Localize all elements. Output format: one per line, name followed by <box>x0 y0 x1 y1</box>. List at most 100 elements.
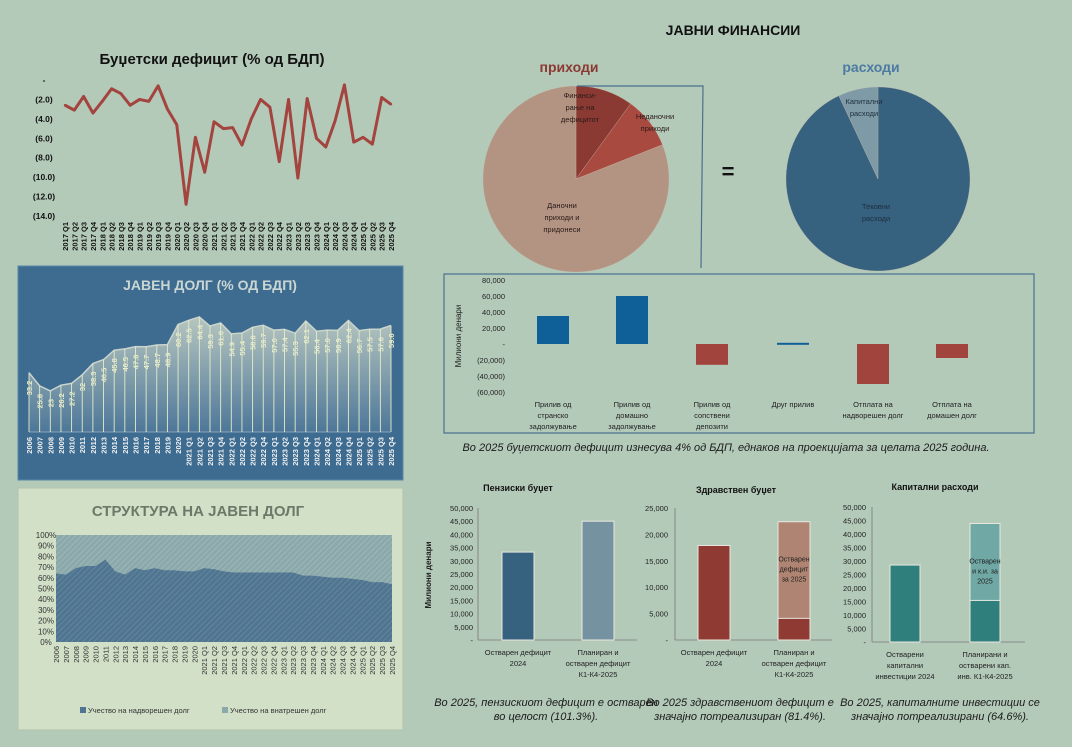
deficit-series-line <box>64 83 392 206</box>
y-tick-label: 45,000 <box>843 517 866 526</box>
y-tick-label: (20,000) <box>477 356 505 365</box>
x-tick-label: 2022 Q4 <box>259 436 268 466</box>
x-tick-label: 2023 Q4 <box>312 221 321 251</box>
realized-bar <box>697 544 731 641</box>
x-tick-label: 2017 <box>142 437 151 454</box>
data-point <box>352 140 355 144</box>
x-tick-label: 2024 Q1 <box>319 646 328 675</box>
data-label: 26.2 <box>57 393 66 408</box>
y-tick-label: - <box>471 636 474 645</box>
x-tick-label: 2023 Q3 <box>291 437 300 466</box>
x-tick-label: 2024 Q3 <box>339 646 348 675</box>
y-tick-label: 25,000 <box>450 570 473 579</box>
chart-title: Здравствен буџет <box>696 485 777 495</box>
data-label: 46.5 <box>121 357 130 372</box>
capital-chart: - 5,000 10,000 15,000 20,000 25,000 30,000 35,0… <box>843 482 1025 681</box>
x-tick-label: 2024 Q3 <box>340 222 349 251</box>
x-category-label: Отплата на <box>853 400 893 409</box>
x-category-label: инвестиции 2024 <box>875 672 934 681</box>
x-tick-label: 2025 Q1 <box>358 646 367 675</box>
y-tick-label: (40,000) <box>477 372 505 381</box>
y-tick-label: (4.0) <box>35 114 53 124</box>
data-point <box>63 104 67 107</box>
y-tick-label: 20% <box>38 617 54 626</box>
pie-slice-label: Финанси- <box>564 91 597 100</box>
y-tick-label: 15,000 <box>843 598 866 607</box>
data-point <box>278 160 281 163</box>
data-label: 57.4 <box>281 337 290 352</box>
data-point <box>259 98 262 101</box>
x-tick-label: 2021 Q2 <box>219 222 228 251</box>
x-tick-label: 2017 Q2 <box>70 222 79 251</box>
x-category-label: инв. К1-К4-2025 <box>957 672 1012 681</box>
data-point <box>222 127 225 130</box>
pie-slice-label: приходи и <box>545 213 580 222</box>
equals-sign: = <box>722 159 735 184</box>
x-category-label: 2024 <box>706 659 723 668</box>
data-point <box>343 83 346 87</box>
pension-caption-line1: Во 2025, пензискиот дефицит е остварен <box>434 697 658 709</box>
health-caption-line1: Во 2025 здравствениот дефицит е <box>646 697 834 709</box>
x-tick-label: 2025 Q3 <box>376 437 385 466</box>
data-label: 59.3 <box>206 334 215 349</box>
y-tick-label: 80,000 <box>482 276 505 285</box>
data-label: 25.8 <box>36 394 45 409</box>
data-label: 23 <box>46 399 55 407</box>
y-tick-label: 35,000 <box>843 544 866 553</box>
y-tick-label: 30,000 <box>450 557 473 566</box>
data-label: 57.5 <box>366 337 375 352</box>
legend-label-internal: Учество на внатрешен долг <box>230 706 327 715</box>
y-tick-label: 50% <box>38 585 54 594</box>
x-tick-label: 2023 Q4 <box>302 436 311 466</box>
x-tick-label: 2025 Q2 <box>368 646 377 675</box>
x-tick-label: 2018 <box>171 646 180 663</box>
x-tick-label: 2025 Q4 <box>387 436 396 466</box>
y-tick-label: 30,000 <box>843 557 866 566</box>
y-tick-label: 10,000 <box>450 610 473 619</box>
y-tick-label: 5,000 <box>454 623 473 632</box>
pie-slice <box>482 85 670 273</box>
data-point <box>305 97 309 100</box>
y-tick-label: 10,000 <box>843 611 866 620</box>
data-point <box>203 171 206 174</box>
pie-slice-label: Капитални <box>845 97 882 106</box>
data-label: 62.5 <box>185 328 194 343</box>
data-label: 56.4 <box>312 338 321 353</box>
x-tick-label: 2021 Q4 <box>230 646 239 675</box>
x-tick-label: 2007 <box>62 646 71 663</box>
data-label: 62.4 <box>344 328 353 343</box>
data-point <box>175 123 178 126</box>
x-tick-label: 2021 Q1 <box>185 437 194 466</box>
x-tick-label: 2021 Q2 <box>210 646 219 675</box>
pie-slice-label: расходи <box>850 109 878 118</box>
x-tick-label: 2009 <box>82 646 91 663</box>
realized-bar <box>889 564 921 643</box>
x-tick-label: 2022 Q4 <box>269 646 278 675</box>
x-tick-label: 2023 Q1 <box>279 646 288 675</box>
x-category-label: Прилив од <box>614 400 651 409</box>
x-category-label: К1-К4-2025 <box>775 670 814 679</box>
data-label: 40.5 <box>100 368 109 383</box>
x-category-label: Планиран и <box>577 648 618 657</box>
financing-caption: Во 2025 буџетскиот дефицит изнесува 4% о… <box>462 442 989 454</box>
x-tick-label: 2024 Q4 <box>344 436 353 466</box>
bar-annotation: дефицит <box>780 567 810 574</box>
pie-title: расходи <box>842 59 899 75</box>
x-tick-label: 2023 Q2 <box>289 646 298 675</box>
structure-chart: СТРУКТУРА НА ЈАВЕН ДОЛГ 0% 10%20% 30% 40%50%… <box>36 503 397 715</box>
pie-title: приходи <box>540 59 599 75</box>
y-tick-label: 20,000 <box>645 530 668 539</box>
y-tick-label: 45,000 <box>450 517 473 526</box>
pie-slice-label: Тековни <box>862 202 890 211</box>
x-tick-label: 2024 Q3 <box>334 437 343 466</box>
data-point <box>119 92 123 95</box>
x-tick-label: 2022 Q2 <box>238 437 247 466</box>
x-category-label: надворешен долг <box>842 411 903 420</box>
y-tick-label: 70% <box>38 563 54 572</box>
data-point <box>315 137 318 140</box>
data-label: 56.7 <box>355 339 364 354</box>
y-tick-label: 90% <box>38 542 54 551</box>
data-point <box>110 87 113 90</box>
data-label: 33.2 <box>25 381 34 396</box>
data-label: 57.6 <box>376 337 385 352</box>
